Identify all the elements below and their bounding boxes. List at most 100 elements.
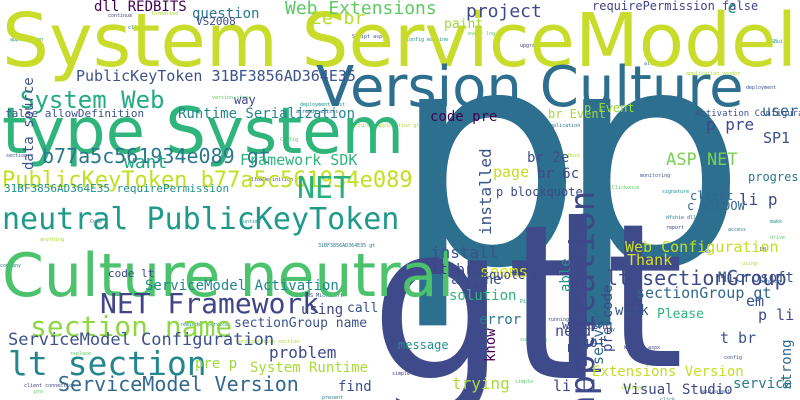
filler-word: Configuration section — [236, 339, 300, 345]
filler-word: SQL — [434, 119, 444, 125]
cloud-word: paint — [444, 17, 484, 32]
cloud-word: way — [234, 93, 256, 107]
filler-word: simple solution — [392, 371, 438, 377]
filler-word: MachineToApplication gt — [520, 123, 590, 129]
cloud-word: need — [555, 322, 592, 340]
filler-word: config — [724, 355, 743, 361]
filler-word: section — [6, 153, 28, 159]
filler-word: anything — [40, 237, 65, 243]
filler-word: something — [520, 337, 548, 343]
cloud-word: p — [556, 0, 747, 334]
filler-word: cause — [712, 149, 728, 155]
filler-word: reminder service — [180, 322, 229, 328]
cloud-word: call — [347, 301, 379, 316]
cloud-word: Thank — [627, 251, 673, 269]
cloud-word: PublicKeyToken b77a5c561934e089 — [2, 168, 413, 193]
cloud-word: NET Framework — [100, 287, 320, 320]
filler-word: Config — [280, 137, 299, 143]
cloud-word: know — [483, 328, 499, 362]
cloud-word: able — [558, 258, 574, 292]
filler-word: WINDOWS Microsoft — [292, 293, 344, 299]
cloud-word: Visual Studio — [623, 382, 733, 398]
cloud-word: li li — [553, 377, 599, 395]
filler-word: CLR — [708, 213, 718, 219]
cloud-word: lt — [550, 181, 684, 400]
cloud-word: data source — [21, 77, 37, 170]
cloud-word: solution — [449, 288, 517, 304]
filler-word: DB — [760, 247, 767, 253]
cloud-word: p blockquote — [496, 185, 583, 199]
cloud-word: requirePermission false — [592, 0, 759, 13]
cloud-word: Culture neutral — [2, 241, 455, 311]
filler-word: allowDefinition — [248, 177, 294, 183]
filler-word: Deployed — [622, 385, 647, 391]
cloud-word: Runtime Serialization — [178, 106, 356, 122]
filler-word: Config machine — [406, 37, 449, 43]
cloud-word: p li — [758, 306, 795, 324]
filler-word: client — [128, 25, 147, 31]
cloud-word: install — [431, 243, 499, 262]
cloud-word: anyone — [451, 272, 502, 288]
cloud-word: System Web — [20, 86, 165, 114]
cloud-word: br 6c — [537, 166, 580, 182]
cloud-word: installed — [476, 148, 495, 235]
cloud-word: p — [392, 0, 583, 334]
cloud-word: br Event — [548, 107, 606, 121]
cloud-word: b77a5c561934e089 gt — [42, 144, 271, 168]
filler-word: binding — [760, 279, 782, 285]
cloud-word: br 2e — [527, 150, 570, 166]
cloud-word: trying — [452, 374, 510, 393]
cloud-word: lt sectionGroup — [606, 266, 787, 290]
filler-word: modules — [690, 249, 712, 255]
cloud-word: seems — [480, 262, 529, 281]
cloud-word: code pre — [430, 109, 498, 125]
cloud-word: Version Culture — [316, 55, 744, 120]
cloud-word: lt section — [8, 344, 207, 383]
cloud-word: SP1 — [763, 129, 791, 147]
cloud-word: c WINDOW — [687, 199, 745, 213]
cloud-word: problem — [269, 343, 337, 362]
filler-word: drive — [770, 235, 786, 241]
filler-word: event log — [468, 31, 496, 37]
cloud-word: want — [124, 152, 168, 173]
cloud-word: lt br — [431, 262, 474, 278]
filler-word: try — [606, 327, 616, 333]
cloud-word: sectionGroup gt — [636, 284, 772, 302]
cloud-word: ServiceModel Version — [58, 372, 299, 396]
cloud-word: error — [479, 312, 522, 328]
cloud-word: work — [615, 303, 649, 319]
cloud-word: ServiceModel Activation — [145, 278, 339, 294]
cloud-word: em — [746, 292, 765, 310]
cloud-word: page — [493, 163, 530, 181]
filler-word: version steps — [212, 95, 252, 101]
cloud-word: using — [301, 302, 344, 318]
filler-word: Runtime — [240, 219, 262, 225]
cloud-word: VS2008 — [196, 15, 236, 28]
cloud-word: client — [690, 189, 734, 203]
cloud-word: dll REDBITS — [94, 0, 187, 15]
filler-word: company — [0, 263, 22, 269]
filler-word: client connection — [24, 383, 76, 389]
filler-word: MSBuild — [768, 39, 790, 45]
cloud-word: project — [466, 1, 542, 22]
cloud-word: user — [762, 102, 799, 120]
filler-word: make — [770, 219, 783, 225]
filler-word: replace — [70, 351, 92, 357]
cloud-word: section name — [30, 310, 233, 343]
filler-word: Code — [90, 219, 103, 225]
cloud-word: c — [727, 0, 737, 17]
cloud-word: Activation Configuration — [695, 109, 800, 119]
cloud-word: NET — [297, 171, 352, 206]
cloud-word: ServiceModel Configuration — [8, 330, 275, 350]
cloud-word: 2e br — [311, 8, 366, 29]
cloud-word: service — [733, 376, 793, 392]
cloud-word: message — [398, 338, 449, 352]
cloud-word: p pre — [706, 115, 755, 134]
cloud-word: working — [562, 318, 613, 332]
cloud-word: 31BF3856AD364E35 requirePermission — [4, 182, 230, 195]
cloud-word: Web Configuration — [625, 238, 779, 256]
filler-word: dfshie dll — [666, 215, 697, 221]
cloud-word: progress bar — [748, 170, 800, 184]
cloud-word: code lt — [108, 267, 155, 280]
cloud-word: p Event — [584, 101, 635, 115]
